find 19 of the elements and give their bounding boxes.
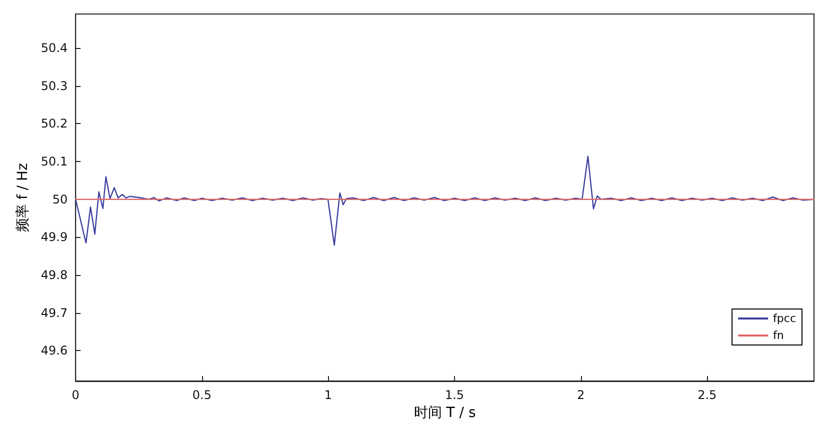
y-tick-label: 50 <box>52 192 68 206</box>
y-tick-label: 50.1 <box>40 154 68 169</box>
x-tick-label: 1.5 <box>444 388 464 402</box>
y-tick-label: 49.9 <box>40 230 68 244</box>
y-tick-label: 50.4 <box>40 41 68 56</box>
x-tick-label: 2.5 <box>698 388 717 402</box>
y-tick-label: 50.3 <box>40 78 68 93</box>
y-axis-title: 频率 f / Hz <box>15 163 31 232</box>
x-tick-label: 0.5 <box>192 388 212 402</box>
x-tick-label: 2 <box>577 388 585 402</box>
x-tick-label: 0 <box>72 388 80 402</box>
x-axis-title: 时间 T / s <box>414 404 476 421</box>
x-tick-label: 1 <box>324 388 332 402</box>
y-tick-label: 49.7 <box>40 306 68 320</box>
y-tick-label: 50.2 <box>40 116 68 131</box>
y-tick-label: 49.6 <box>40 344 68 358</box>
legend-label: fn <box>773 329 784 342</box>
y-tick-label: 49.8 <box>40 268 68 282</box>
legend-label: fpcc <box>773 312 796 325</box>
